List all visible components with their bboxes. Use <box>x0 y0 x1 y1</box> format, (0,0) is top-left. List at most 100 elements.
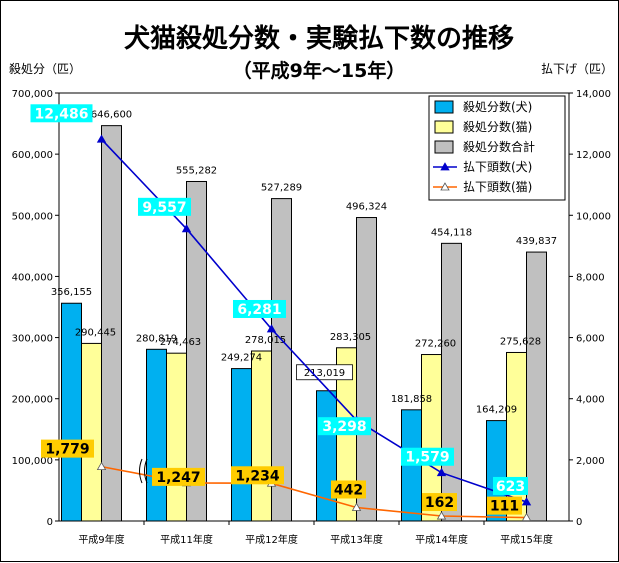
line-value-label: 12,486 <box>34 106 88 122</box>
line-value-label-box <box>493 476 528 495</box>
line-value-label: 1,579 <box>405 450 449 466</box>
bar-cat <box>166 352 187 522</box>
bar-value-label: 439,837 <box>516 236 557 247</box>
bar-value-label: 283,305 <box>330 332 371 343</box>
left-axis: 0 100,000 200,000 300,000 400,000 500,000 600,… <box>12 89 59 528</box>
line-value-label-box <box>318 417 371 436</box>
line-marker <box>436 511 447 520</box>
line-value-labels: 12,486 9,557 6,281 3,298 1,579 623 1,779 1,247 1… <box>30 104 528 515</box>
line-value-label-box <box>231 466 284 485</box>
left-tick-label: 700,000 <box>12 89 53 100</box>
legend-label: 払下頭数(猫) <box>463 179 532 194</box>
bar-value-label-box <box>296 364 353 381</box>
line-marker <box>96 461 107 471</box>
category-label: 平成9年度 <box>78 533 124 546</box>
left-tick-label: 200,000 <box>12 395 53 406</box>
legend-swatch <box>434 120 454 134</box>
line-value-label: 3,298 <box>322 419 366 435</box>
line-value-label: 111 <box>490 499 519 515</box>
right-tick-label: 14,000 <box>576 89 611 100</box>
category-label: 平成15年度 <box>500 533 553 546</box>
left-axis-title: 殺処分（匹） <box>9 62 81 76</box>
bar-value-labels: 356,155 280,819 249,274 213,019 181,858 164,2… <box>51 110 557 416</box>
line-value-label: 1,779 <box>45 442 89 458</box>
right-tick-label: 10,000 <box>576 211 611 222</box>
bar-dog <box>146 348 167 522</box>
right-tick-label: 6,000 <box>576 334 605 345</box>
axis-break-mark <box>139 458 148 484</box>
category-label: 平成12年度 <box>245 533 298 546</box>
right-tick-label: 4,000 <box>576 395 605 406</box>
line-value-label: 1,247 <box>156 470 200 486</box>
legend-swatch <box>434 140 454 154</box>
bar-value-label: 274,463 <box>160 337 201 348</box>
line-marker <box>521 512 532 522</box>
category-label: 平成13年度 <box>330 533 383 546</box>
line-value-label-box <box>152 467 205 486</box>
line-value-label: 6,281 <box>237 302 281 318</box>
bar-value-label: 454,118 <box>431 227 472 238</box>
bar-value-label: 290,445 <box>75 327 116 338</box>
right-tick-label: 12,000 <box>576 150 611 161</box>
line-marker <box>436 467 447 477</box>
chart-subtitle: （平成9年～15年） <box>233 59 406 82</box>
line-marker <box>96 134 107 143</box>
right-tick-label: 2,000 <box>576 456 605 467</box>
line-value-label: 162 <box>425 495 454 511</box>
bar-value-label: 280,819 <box>136 333 177 344</box>
chart-title: 犬猫殺処分数・実験払下数の推移 <box>124 23 514 54</box>
legend-swatch <box>434 100 454 114</box>
line-value-label-box <box>233 299 286 318</box>
bar-value-label: 272,260 <box>415 339 456 350</box>
bar-total <box>356 217 377 522</box>
left-tick-label: 500,000 <box>12 211 53 222</box>
category-label: 平成11年度 <box>160 533 213 546</box>
left-tick-label: 0 <box>47 517 53 528</box>
bar-value-label: 496,324 <box>346 202 387 213</box>
bar-value-label: 213,019 <box>304 368 345 379</box>
bar-value-label: 275,628 <box>500 336 541 347</box>
bar-value-label: 278,015 <box>245 335 286 346</box>
left-tick-label: 600,000 <box>12 150 53 161</box>
bar-value-label: 181,858 <box>391 394 432 405</box>
bar-value-label: 164,209 <box>476 405 517 416</box>
line-value-label: 9,557 <box>142 200 186 216</box>
bar-dog <box>231 368 252 522</box>
line-marker <box>351 502 362 511</box>
right-tick-label: 0 <box>576 517 582 528</box>
left-tick-label: 400,000 <box>12 272 53 283</box>
legend-label: 殺処分数(犬) <box>463 99 532 114</box>
legend-marker <box>440 162 450 171</box>
line-value-label: 442 <box>334 482 363 498</box>
line-value-label: 1,234 <box>235 468 280 484</box>
bar-value-label: 356,155 <box>51 287 92 298</box>
legend-marker <box>440 182 450 191</box>
category-axis: 平成9年度 平成11年度 平成12年度 平成13年度 平成14年度 平成15年度 <box>78 521 553 546</box>
left-tick-label: 100,000 <box>12 456 53 467</box>
line-value-label-box <box>331 480 366 499</box>
right-axis: 0 2,000 4,000 6,000 8,000 10,000 12,000 14,000 <box>569 89 611 528</box>
bar-value-label: 249,274 <box>221 353 262 364</box>
legend-label: 殺処分数合計 <box>463 139 535 154</box>
right-tick-label: 8,000 <box>576 272 605 283</box>
bar-value-label: 646,600 <box>91 110 132 121</box>
line-value-label-box <box>30 104 93 123</box>
line-value-label-box <box>422 493 457 512</box>
legend-label: 殺処分数(猫) <box>463 119 532 134</box>
bar-total <box>526 251 547 522</box>
line-marker <box>266 324 277 333</box>
right-axis-title: 払下げ（匹） <box>541 62 613 76</box>
line-marker <box>521 497 532 506</box>
category-label: 平成14年度 <box>415 533 468 546</box>
line-value-label-box <box>401 447 454 466</box>
line-value-label-box <box>487 496 522 515</box>
bar-value-label: 527,289 <box>261 183 302 194</box>
left-tick-label: 300,000 <box>12 334 53 345</box>
legend-label: 払下頭数(犬) <box>463 159 532 174</box>
bar-value-label: 555,282 <box>176 165 217 176</box>
bar-total <box>101 125 122 522</box>
bar-total <box>271 198 292 522</box>
